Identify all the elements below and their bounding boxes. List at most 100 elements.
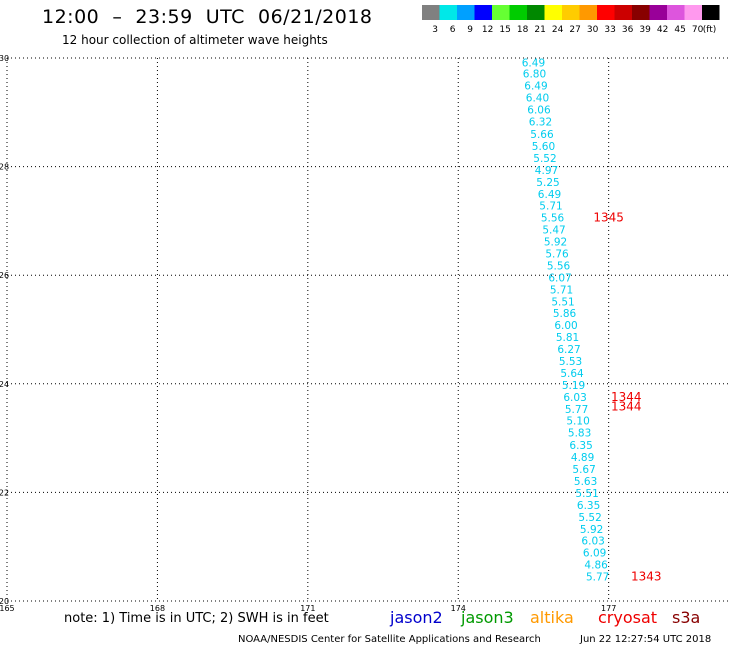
legend-label: 39 <box>639 25 651 35</box>
lat-tick-label: 22 <box>0 488 9 497</box>
wave-height-label: 6.07 <box>548 272 571 284</box>
wave-height-label: 6.03 <box>581 536 604 548</box>
legend-swatch <box>527 5 545 20</box>
lon-tick-label: 174 <box>451 604 466 613</box>
wave-height-label: 6.27 <box>557 344 580 356</box>
pass-time-label: 1344 <box>611 390 642 404</box>
lon-tick-label: 165 <box>0 604 15 613</box>
wave-height-label: 4.97 <box>535 165 558 177</box>
lat-tick-label: 26 <box>0 271 9 280</box>
legend-swatch <box>422 5 440 20</box>
legend-label: 70 <box>692 25 704 35</box>
legend-swatch <box>614 5 632 20</box>
satellite-cryosat: cryosat <box>598 608 658 627</box>
legend-label: 9 <box>467 25 473 35</box>
wave-height-label: 5.92 <box>544 237 567 249</box>
wave-height-label: 5.86 <box>553 308 577 320</box>
wave-height-label: 5.81 <box>556 332 579 344</box>
legend-swatch <box>562 5 580 20</box>
wave-height-label: 5.25 <box>536 177 559 189</box>
legend-swatch <box>597 5 615 20</box>
timestamp-text: Jun 22 12:27:54 UTC 2018 <box>580 634 712 645</box>
wave-height-label: 5.77 <box>586 572 609 584</box>
map-grid <box>6 57 729 602</box>
legend-label: 45 <box>674 25 685 35</box>
chart-subtitle: 12 hour collection of altimeter wave hei… <box>62 33 328 47</box>
legend-label: 18 <box>517 25 529 35</box>
footer-note: note: 1) Time is in UTC; 2) SWH is in fe… <box>64 611 329 626</box>
wave-height-label: 6.35 <box>577 500 600 512</box>
wave-height-label: 4.89 <box>571 452 594 464</box>
wave-height-label: 5.47 <box>542 225 565 237</box>
wave-height-label: 6.49 <box>522 57 545 69</box>
pass-time-label: 1344 <box>611 400 642 414</box>
legend-swatch <box>474 5 492 20</box>
lon-tick-label: 171 <box>300 604 315 613</box>
wave-height-label: 5.64 <box>560 368 584 380</box>
wave-height-label: 6.09 <box>583 548 606 560</box>
wave-height-label: 5.60 <box>532 141 555 153</box>
credit-text: NOAA/NESDIS Center for Satellite Applica… <box>238 634 541 645</box>
legend-swatch <box>492 5 510 20</box>
wave-height-track: 6.496.806.496.406.066.325.665.605.524.97… <box>522 57 610 583</box>
pass-time-label: 1343 <box>631 570 662 584</box>
legend-swatch <box>667 5 685 20</box>
lat-tick-label: 24 <box>0 380 9 389</box>
wave-height-label: 6.03 <box>563 392 586 404</box>
wave-height-label: 6.35 <box>569 440 592 452</box>
wave-height-label: 4.86 <box>584 560 608 572</box>
axis-ticks: 165 168 171 174 177 20 22 24 26 28 30 <box>0 54 616 613</box>
wave-height-label: 5.52 <box>533 153 556 165</box>
wave-height-label: 6.32 <box>529 117 552 129</box>
legend-label: 24 <box>552 25 564 35</box>
pass-time-label: 1345 <box>593 211 624 225</box>
wave-height-label: 6.80 <box>523 69 546 81</box>
legend-label: 33 <box>604 25 615 35</box>
legend-swatch <box>544 5 562 20</box>
legend-label: 30 <box>587 25 599 35</box>
wave-height-label: 5.51 <box>551 296 574 308</box>
wave-height-label: 6.49 <box>524 81 547 93</box>
legend-label: 6 <box>450 25 456 35</box>
legend-swatch <box>702 5 720 20</box>
wave-height-label: 5.53 <box>559 356 582 368</box>
legend-label: 42 <box>657 25 668 35</box>
lat-tick-label: 20 <box>0 597 9 606</box>
wave-height-label: 5.56 <box>547 260 571 272</box>
legend-label: 36 <box>622 25 634 35</box>
satellite-jason3: jason3 <box>461 608 514 627</box>
legend-swatch <box>579 5 597 20</box>
wave-height-label: 5.71 <box>539 201 562 213</box>
legend-label: 21 <box>534 25 545 35</box>
color-legend: 3 6 9 12 15 18 21 24 27 30 33 36 39 42 45 70 (ft) <box>422 5 720 35</box>
legend-label: 27 <box>569 25 580 35</box>
legend-swatch <box>684 5 702 20</box>
satellite-jason2: jason2 <box>390 608 443 627</box>
legend-swatch <box>457 5 475 20</box>
legend-label: 15 <box>499 25 510 35</box>
legend-unit: (ft) <box>703 25 717 35</box>
wave-height-label: 5.92 <box>580 524 603 536</box>
wave-height-label: 5.52 <box>578 512 601 524</box>
lat-tick-label: 30 <box>0 54 9 63</box>
legend-label: 3 <box>432 25 438 35</box>
wave-height-label: 5.63 <box>574 476 597 488</box>
wave-height-label: 5.67 <box>572 464 595 476</box>
chart-title: 12:00 – 23:59 UTC 06/21/2018 <box>42 6 373 28</box>
legend-label: 12 <box>482 25 493 35</box>
satellite-altika: altika <box>530 608 574 627</box>
satellite-s3a: s3a <box>672 608 701 627</box>
wave-height-label: 6.06 <box>527 105 551 117</box>
wave-height-label: 6.00 <box>554 320 577 332</box>
lat-tick-label: 28 <box>0 163 9 172</box>
wave-height-label: 5.56 <box>541 213 565 225</box>
wave-height-label: 5.66 <box>530 129 554 141</box>
wave-height-label: 5.71 <box>550 284 573 296</box>
lon-tick-label: 177 <box>601 604 616 613</box>
wave-height-label: 5.77 <box>565 404 588 416</box>
wave-height-label: 5.10 <box>566 416 589 428</box>
legend-swatch <box>509 5 527 20</box>
legend-swatch <box>632 5 650 20</box>
